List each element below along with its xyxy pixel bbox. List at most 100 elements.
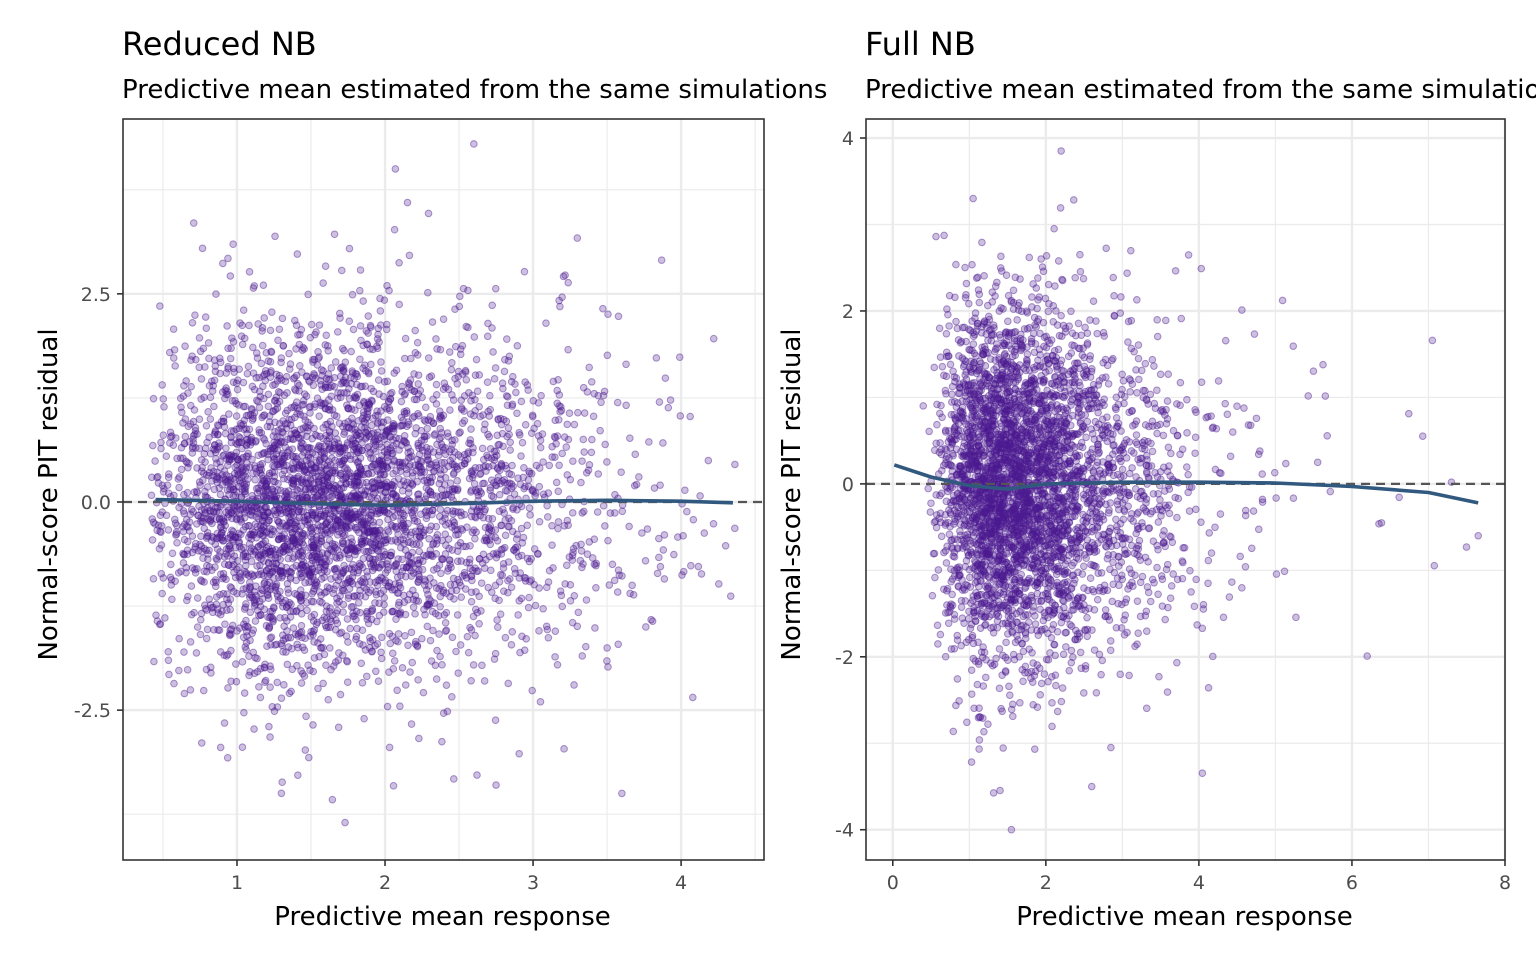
data-point: [1102, 607, 1109, 614]
data-point: [358, 337, 365, 344]
data-point: [457, 454, 464, 461]
data-point: [359, 680, 366, 687]
data-point: [405, 642, 412, 649]
data-point: [176, 667, 183, 674]
data-point: [509, 629, 516, 636]
data-point: [334, 517, 341, 524]
data-point: [310, 722, 317, 729]
data-point: [328, 365, 335, 372]
data-point: [312, 451, 319, 458]
data-point: [247, 668, 254, 675]
data-point: [525, 387, 532, 394]
data-point: [397, 464, 404, 471]
data-point: [261, 664, 268, 671]
data-point: [391, 563, 398, 570]
data-point: [565, 346, 572, 353]
data-point: [450, 397, 457, 404]
data-point: [378, 408, 385, 415]
data-point: [204, 439, 211, 446]
data-point: [188, 611, 195, 618]
data-point: [514, 410, 521, 417]
x-axis-title: Predictive mean response: [274, 902, 611, 932]
data-point: [198, 376, 205, 383]
data-point: [447, 480, 454, 487]
data-point: [343, 517, 350, 524]
data-point: [314, 515, 321, 522]
data-point: [424, 479, 431, 486]
data-point: [154, 474, 161, 481]
data-point: [732, 525, 739, 532]
data-point: [374, 336, 381, 343]
data-point: [162, 615, 169, 622]
data-point: [468, 598, 475, 605]
data-point: [710, 520, 717, 527]
data-point: [499, 380, 506, 387]
data-point: [345, 639, 352, 646]
data-point: [538, 392, 545, 399]
data-point: [294, 405, 301, 412]
data-point: [408, 529, 415, 536]
data-point: [264, 643, 271, 650]
data-point: [389, 425, 396, 432]
data-point: [274, 400, 281, 407]
data-point: [578, 541, 585, 548]
data-point: [487, 406, 494, 413]
data-point: [467, 556, 474, 563]
data-point: [298, 611, 305, 618]
data-point: [553, 479, 560, 486]
data-point: [430, 420, 437, 427]
data-point: [185, 423, 192, 430]
data-point: [323, 520, 330, 527]
data-point: [450, 776, 457, 783]
data-point: [604, 459, 611, 466]
data-point: [1014, 317, 1021, 324]
data-point: [525, 604, 532, 611]
data-point: [591, 536, 598, 543]
data-point: [228, 434, 235, 441]
data-point: [274, 679, 281, 686]
data-point: [202, 493, 209, 500]
data-point: [487, 446, 494, 453]
data-point: [337, 552, 344, 559]
data-point: [191, 407, 198, 414]
data-point: [391, 226, 398, 233]
data-point: [333, 610, 340, 617]
data-point: [426, 535, 433, 542]
data-point: [231, 369, 238, 376]
data-point: [614, 589, 621, 596]
data-point: [933, 233, 940, 240]
data-point: [529, 687, 536, 694]
data-point: [470, 468, 477, 475]
data-point: [476, 621, 483, 628]
data-point: [262, 377, 269, 384]
data-point: [305, 291, 312, 298]
data-point: [332, 430, 339, 437]
data-point: [643, 624, 650, 631]
data-point: [579, 653, 586, 660]
data-point: [549, 443, 556, 450]
data-point: [312, 331, 319, 338]
data-point: [667, 397, 674, 404]
data-point: [379, 458, 386, 465]
data-point: [535, 433, 542, 440]
data-point: [268, 634, 275, 641]
data-point: [579, 510, 586, 517]
data-point: [402, 335, 409, 342]
data-point: [347, 374, 354, 381]
data-point: [287, 608, 294, 615]
data-point: [282, 421, 289, 428]
data-point: [496, 578, 503, 585]
data-point: [722, 543, 729, 550]
data-point: [219, 389, 226, 396]
data-point: [531, 546, 538, 553]
panel-reduced-nb: Reduced NB Predictive mean estimated fro…: [34, 25, 827, 932]
data-point: [437, 506, 444, 513]
data-point: [320, 280, 327, 287]
data-point: [360, 298, 367, 305]
data-point: [412, 611, 419, 618]
data-point: [605, 664, 612, 671]
data-point: [234, 557, 241, 564]
data-point: [1037, 606, 1044, 613]
data-point: [338, 267, 345, 274]
data-point: [424, 623, 431, 630]
